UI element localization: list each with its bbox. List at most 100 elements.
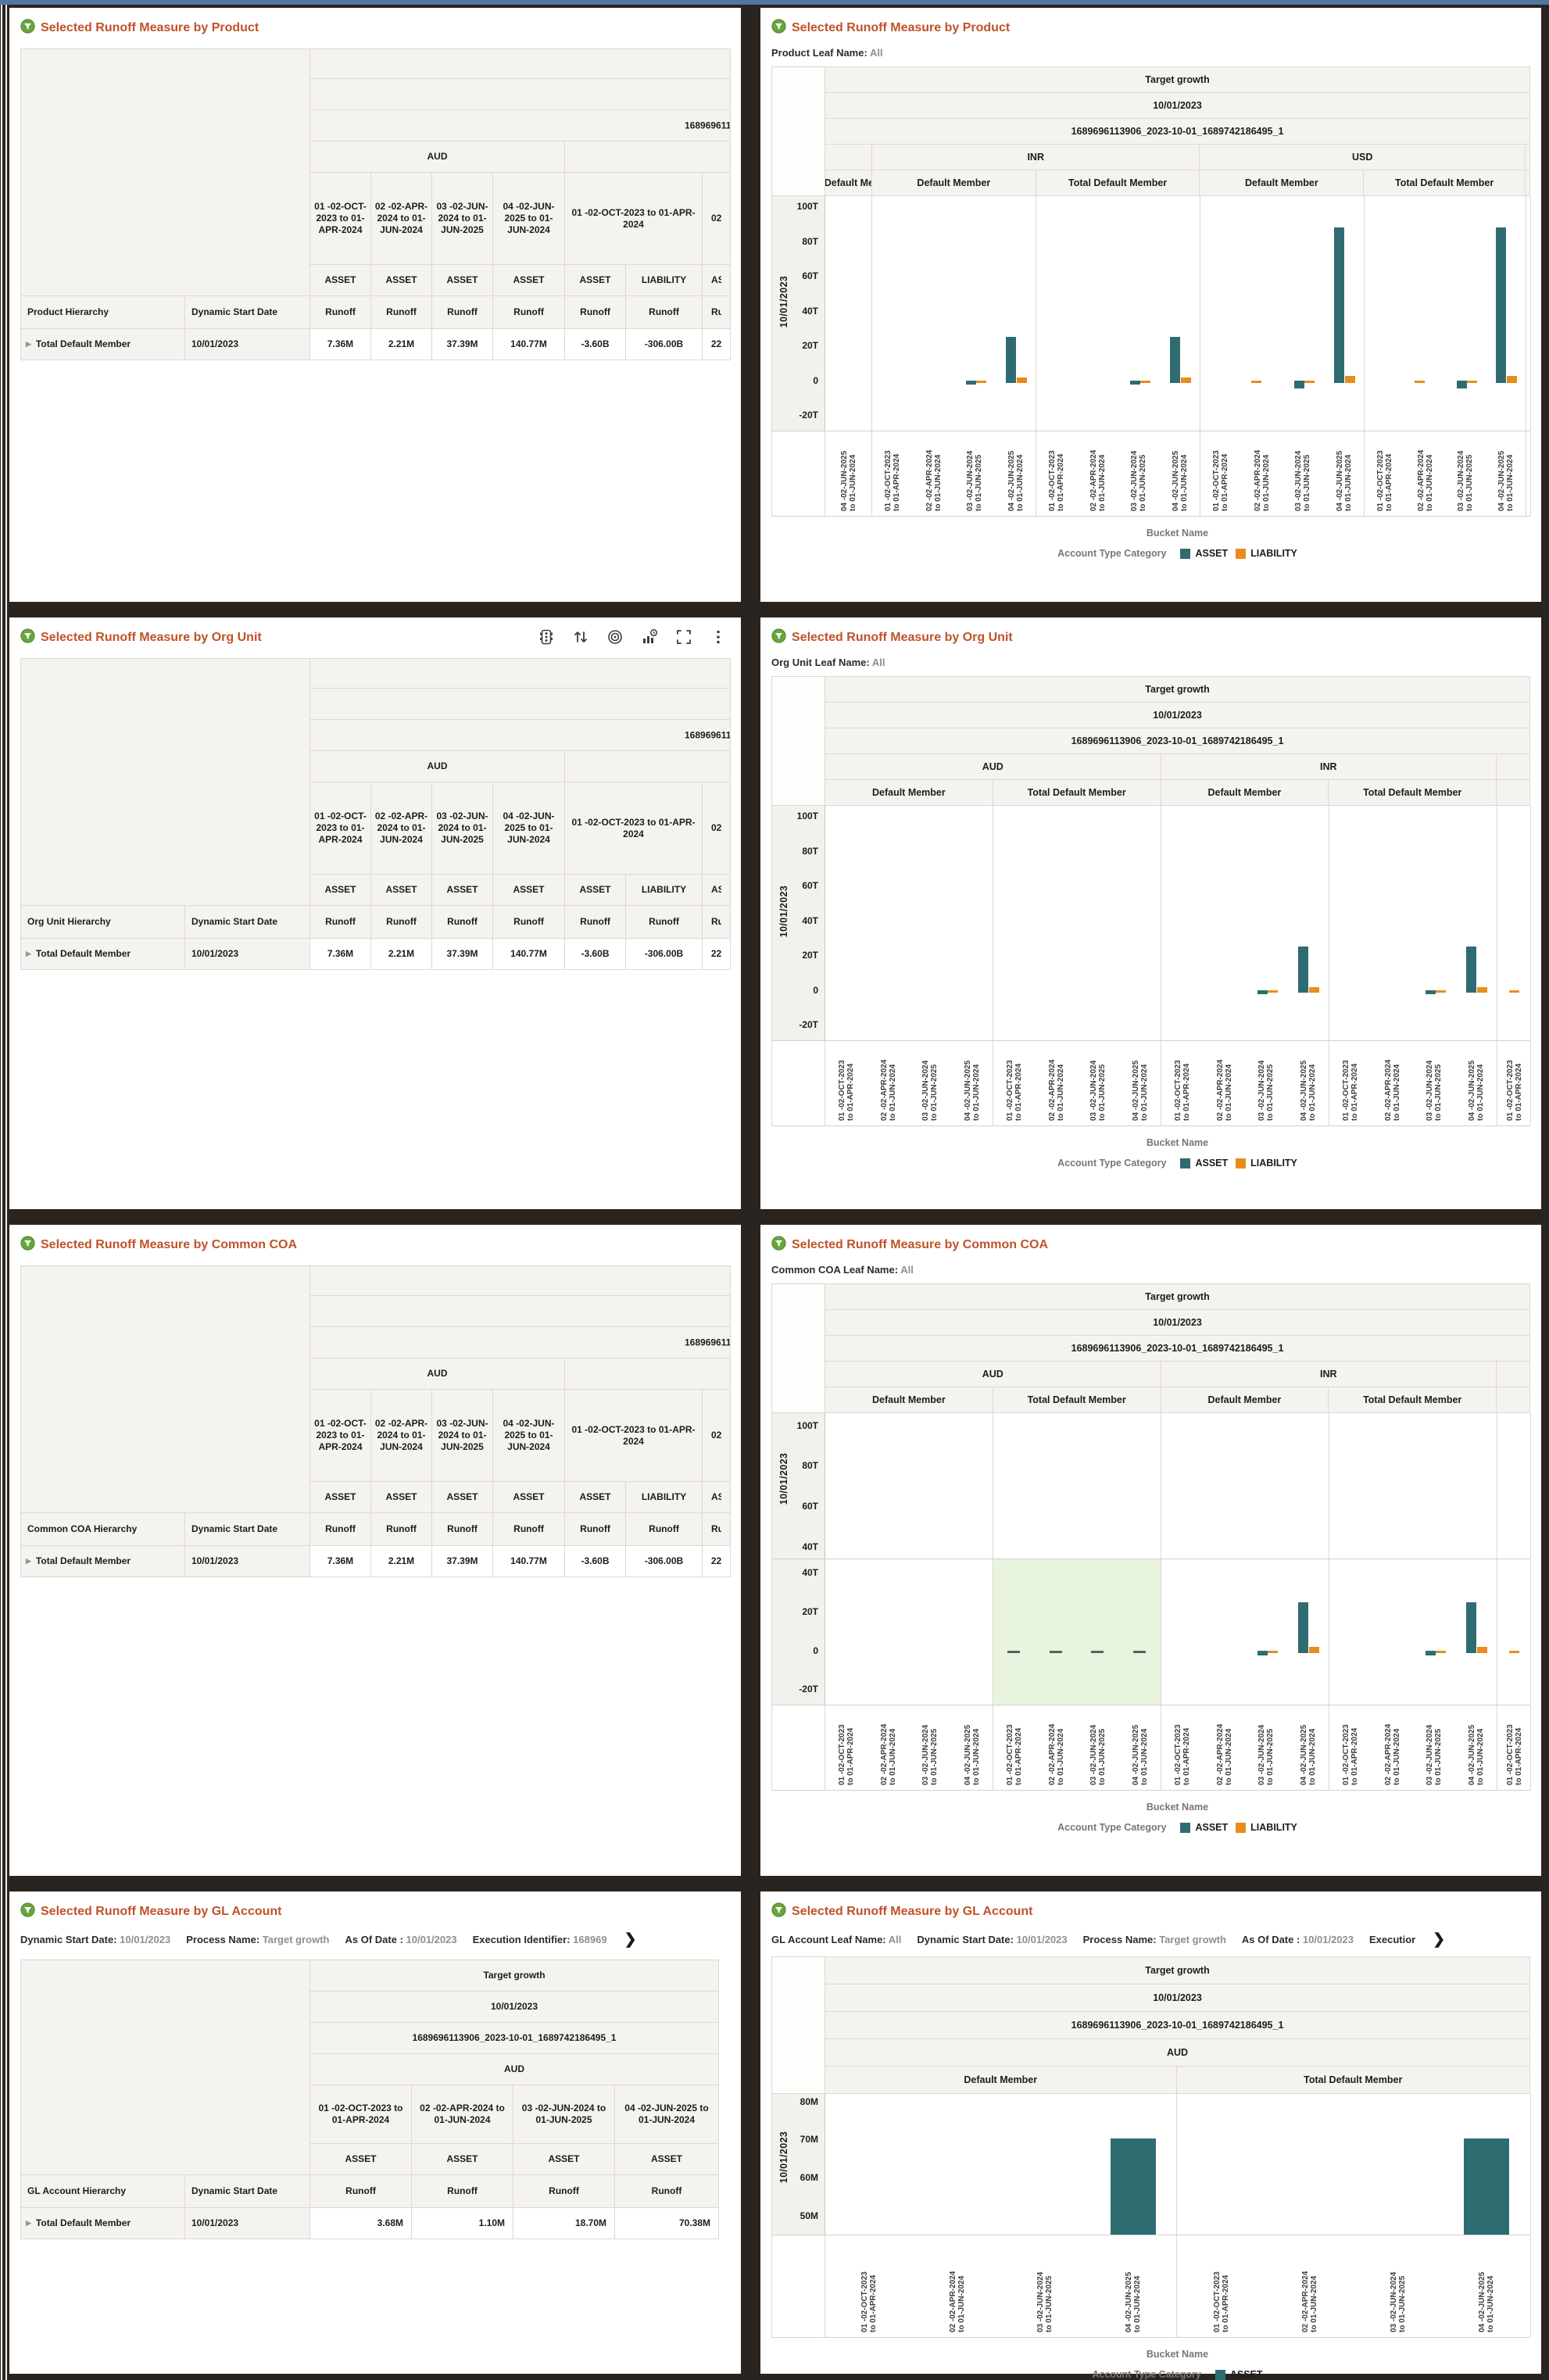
pivot-cell: 1689696113906_2023-10-01_1689742186495_1: [310, 110, 731, 141]
bar-liability[interactable]: [1250, 380, 1261, 384]
y-axis-tick-label: -20T: [799, 410, 818, 421]
x-axis-bucket-label: 04 -02-JUN-2025 to 01-JUN-2024: [1300, 1724, 1318, 1785]
bar-liability[interactable]: [1414, 380, 1425, 384]
legend-item-asset[interactable]: ASSET: [1180, 1822, 1228, 1833]
expand-filters-chevron-icon[interactable]: ❯: [1433, 1931, 1446, 1948]
bar-asset[interactable]: [1466, 1602, 1477, 1654]
bar-liability[interactable]: [1477, 1647, 1488, 1654]
pivot-cell: 22: [703, 329, 731, 360]
bar-asset[interactable]: [1333, 227, 1344, 383]
filter-item: Process Name: Target growth: [186, 1934, 330, 1945]
plot-group: [825, 1413, 993, 1559]
bar-liability[interactable]: [1344, 376, 1355, 383]
legend-item-asset[interactable]: ASSET: [1180, 548, 1228, 559]
legend-item-asset[interactable]: ASSET: [1215, 2369, 1263, 2380]
pivot-cell: 02 -02-APR-2024 to 01-JUN-2024: [703, 782, 731, 875]
bar-asset[interactable]: [1425, 990, 1436, 995]
pivot-cell: LIABILITY: [626, 265, 703, 296]
y-axis-tick-label: 100T: [796, 201, 818, 213]
bar-liability[interactable]: [976, 380, 987, 384]
pivot-cell: Runoff: [565, 296, 626, 329]
bar-asset[interactable]: [1456, 380, 1467, 388]
panel-title: Selected Runoff Measure by Common COA: [792, 1238, 1049, 1251]
hierarchy-row-cell[interactable]: ▶ Total Default Member: [21, 939, 185, 970]
expand-arrow-icon[interactable]: ▶: [26, 339, 31, 348]
bar-selected[interactable]: [1049, 1650, 1062, 1654]
pivot-cell: ASSET: [412, 2144, 513, 2175]
bar-selected[interactable]: [1007, 1650, 1020, 1654]
bar-liability[interactable]: [1180, 377, 1191, 383]
pivot-cell: AUD: [310, 141, 565, 173]
bar-asset[interactable]: [965, 380, 976, 385]
hierarchy-row-cell[interactable]: ▶ Total Default Member: [21, 329, 185, 360]
bar-liability[interactable]: [1304, 380, 1315, 384]
chart-header-cell: AUD: [825, 2039, 1530, 2067]
pivot-cell: 04 -02-JUN-2025 to 01-JUN-2024: [493, 782, 565, 875]
bar-asset[interactable]: [1466, 947, 1477, 993]
bar-asset[interactable]: [1129, 380, 1140, 385]
bar-liability[interactable]: [1309, 986, 1320, 993]
bar-selected[interactable]: [1133, 1650, 1147, 1654]
y-axis-tick-label: -20T: [799, 1684, 818, 1695]
expand-arrow-icon[interactable]: ▶: [26, 949, 31, 957]
bar-liability[interactable]: [1506, 376, 1517, 383]
x-axis-bucket-label: 01 -02-OCT-2023 to 01-APR-2024: [1005, 1060, 1023, 1121]
bar-asset[interactable]: [1464, 2138, 1510, 2235]
bar-liability[interactable]: [1436, 1650, 1447, 1654]
hierarchy-row-cell[interactable]: ▶ Total Default Member: [21, 1546, 185, 1577]
bar-liability[interactable]: [1268, 990, 1279, 993]
x-axis-title: Bucket Name: [1146, 2349, 1209, 2360]
pivot-cell: ASSET: [310, 875, 371, 906]
hierarchy-row-cell[interactable]: ▶ Total Default Member: [21, 2208, 185, 2239]
legend-item-liability[interactable]: LIABILITY: [1236, 548, 1297, 559]
window-top-accent: [0, 0, 1549, 5]
legend-item-liability[interactable]: LIABILITY: [1236, 1158, 1297, 1169]
pivot-cell: 37.39M: [432, 329, 493, 360]
legend-swatch-liability: [1236, 1158, 1247, 1169]
bar-asset[interactable]: [1298, 947, 1309, 993]
bar-asset[interactable]: [1298, 1602, 1309, 1654]
filter-item: GL Account Leaf Name: All: [771, 1934, 902, 1945]
bar-asset[interactable]: [1169, 337, 1180, 383]
bar-liability[interactable]: [1467, 380, 1478, 384]
pivot-cell: 7.36M: [310, 939, 371, 970]
expand-arrow-icon[interactable]: ▶: [26, 1556, 31, 1565]
bar-asset[interactable]: [1110, 2138, 1156, 2235]
bar-asset[interactable]: [1005, 337, 1016, 383]
pivot-cell: ASSET: [565, 265, 626, 296]
target-icon[interactable]: [606, 628, 624, 646]
expand-arrow-icon[interactable]: ▶: [26, 2218, 31, 2227]
bar-liability[interactable]: [1309, 1647, 1320, 1654]
bar-liability[interactable]: [1268, 1650, 1279, 1654]
bar-selected[interactable]: [1091, 1650, 1104, 1654]
bar-liability[interactable]: [1509, 1650, 1519, 1654]
bar-liability[interactable]: [1140, 380, 1151, 384]
legend-item-liability[interactable]: LIABILITY: [1236, 1822, 1297, 1833]
expand-filters-chevron-icon[interactable]: ❯: [624, 1931, 637, 1948]
product-pivot-table: 1689696113906_2023-10-01_1689742186495_1…: [20, 48, 731, 360]
bar-liability[interactable]: [1477, 986, 1488, 993]
legend-item-asset[interactable]: ASSET: [1180, 1158, 1228, 1169]
chart-clock-icon[interactable]: [641, 628, 658, 646]
y-axis-tick-label: 100T: [796, 811, 818, 822]
bar-asset[interactable]: [1425, 1650, 1436, 1655]
pivot-cell: Runoff: [493, 296, 565, 329]
bar-asset[interactable]: [1496, 227, 1507, 383]
bar-asset[interactable]: [1257, 1650, 1268, 1655]
fullscreen-icon[interactable]: [675, 628, 692, 646]
plot-group: [1329, 1413, 1497, 1559]
sort-icon[interactable]: [572, 628, 589, 646]
chart-header-cell: 10/01/2023: [825, 1310, 1530, 1336]
traffic-light-icon[interactable]: [538, 628, 555, 646]
bar-liability[interactable]: [1436, 990, 1447, 993]
bar-asset[interactable]: [1257, 990, 1268, 995]
coa-bar-chart: Target growth 10/01/2023 1689696113906_202…: [771, 1283, 1531, 1833]
pivot-cell: 02 -02-APR-2024 to 01-JUN-2024: [412, 2085, 513, 2144]
bar-liability[interactable]: [1509, 990, 1519, 993]
pivot-cell: AUD: [310, 1358, 565, 1390]
kebab-menu-icon[interactable]: [710, 628, 727, 646]
bar-liability[interactable]: [1016, 377, 1027, 383]
chart-header-cell: INR: [871, 145, 1200, 170]
bar-asset[interactable]: [1293, 380, 1304, 388]
orgunit-pivot-table: 1689696113906_2023-10-01_1689742186495_1…: [20, 658, 731, 970]
